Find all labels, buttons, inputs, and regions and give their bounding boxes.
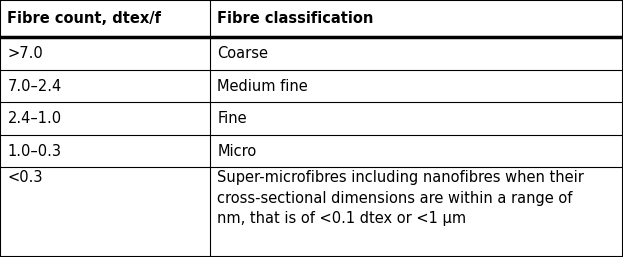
Text: Coarse: Coarse <box>217 46 269 61</box>
Text: Super-microfibres including nanofibres when their
cross-sectional dimensions are: Super-microfibres including nanofibres w… <box>217 170 584 226</box>
Bar <box>210 135 623 167</box>
Text: <0.3: <0.3 <box>7 170 43 185</box>
Bar <box>210 37 623 70</box>
Text: 7.0–2.4: 7.0–2.4 <box>7 79 62 94</box>
Text: Medium fine: Medium fine <box>217 79 308 94</box>
Text: >7.0: >7.0 <box>7 46 43 61</box>
Bar <box>0 167 210 257</box>
Bar <box>0 70 210 102</box>
Bar <box>0 135 210 167</box>
Bar <box>0 102 210 135</box>
Text: Fibre classification: Fibre classification <box>217 11 374 26</box>
Bar <box>210 167 623 257</box>
Bar <box>210 70 623 102</box>
Text: 2.4–1.0: 2.4–1.0 <box>7 111 62 126</box>
Text: Fibre count, dtex/f: Fibre count, dtex/f <box>7 11 161 26</box>
Text: Fine: Fine <box>217 111 247 126</box>
Text: Micro: Micro <box>217 144 257 159</box>
Bar <box>0 0 210 37</box>
Text: 1.0–0.3: 1.0–0.3 <box>7 144 62 159</box>
Bar <box>210 0 623 37</box>
Bar <box>210 102 623 135</box>
Bar <box>0 37 210 70</box>
